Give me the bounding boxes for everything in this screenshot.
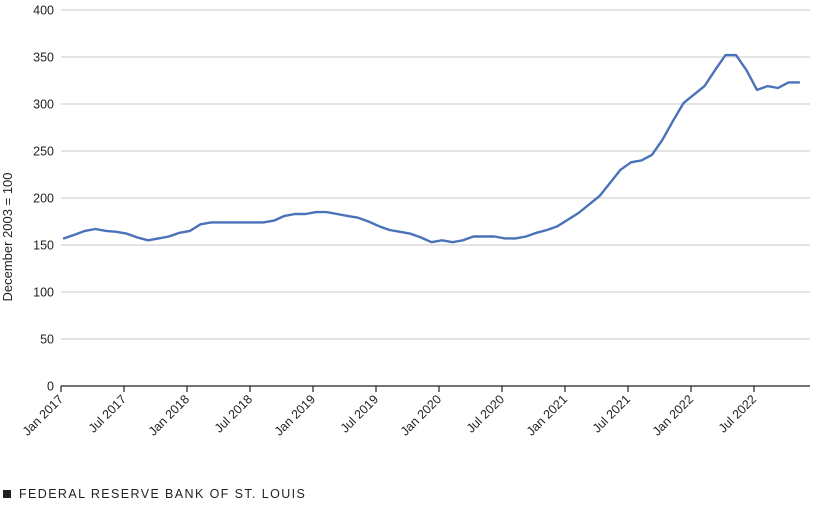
y-tick-label: 100 xyxy=(33,286,54,300)
series-line xyxy=(62,53,801,244)
x-tick-label: Jul 2017 xyxy=(86,392,129,435)
square-bullet-icon xyxy=(3,490,11,498)
x-tick-label: Jan 2019 xyxy=(272,392,318,438)
y-tick-label: 150 xyxy=(33,239,54,253)
x-tick-label: Jan 2020 xyxy=(398,392,444,438)
y-tick-label: 0 xyxy=(47,380,54,394)
source-footer: FEDERAL RESERVE BANK OF ST. LOUIS xyxy=(3,487,306,501)
x-axis xyxy=(60,385,810,392)
y-axis-tick-labels: 0 50 100 150 200 250 300 350 400 xyxy=(33,4,54,394)
line-chart: 0 50 100 150 200 250 300 350 400 Jan 2017 Jul 201… xyxy=(0,4,810,438)
x-tick-label: Jul 2020 xyxy=(464,392,507,435)
x-tick-label: Jul 2021 xyxy=(590,392,633,435)
y-tick-label: 400 xyxy=(33,4,54,18)
x-tick-label: Jan 2018 xyxy=(146,392,192,438)
y-tick-label: 50 xyxy=(40,333,54,347)
x-tick-label: Jul 2019 xyxy=(338,392,381,435)
y-axis-title: December 2003 = 100 xyxy=(0,172,15,301)
x-tick-label: Jan 2022 xyxy=(650,392,696,438)
gridlines xyxy=(61,9,810,340)
y-tick-label: 300 xyxy=(33,98,54,112)
y-tick-label: 250 xyxy=(33,145,54,159)
x-axis-tick-labels: Jan 2017 Jul 2017 Jan 2018 Jul 2018 Jan 2019… xyxy=(20,392,759,438)
y-tick-label: 200 xyxy=(33,192,54,206)
source-label: FEDERAL RESERVE BANK OF ST. LOUIS xyxy=(19,487,307,501)
x-tick-label: Jul 2022 xyxy=(716,392,759,435)
x-tick-label: Jul 2018 xyxy=(212,392,255,435)
y-tick-label: 350 xyxy=(33,51,54,65)
x-tick-label: Jan 2017 xyxy=(20,392,66,438)
x-tick-label: Jan 2021 xyxy=(524,392,570,438)
